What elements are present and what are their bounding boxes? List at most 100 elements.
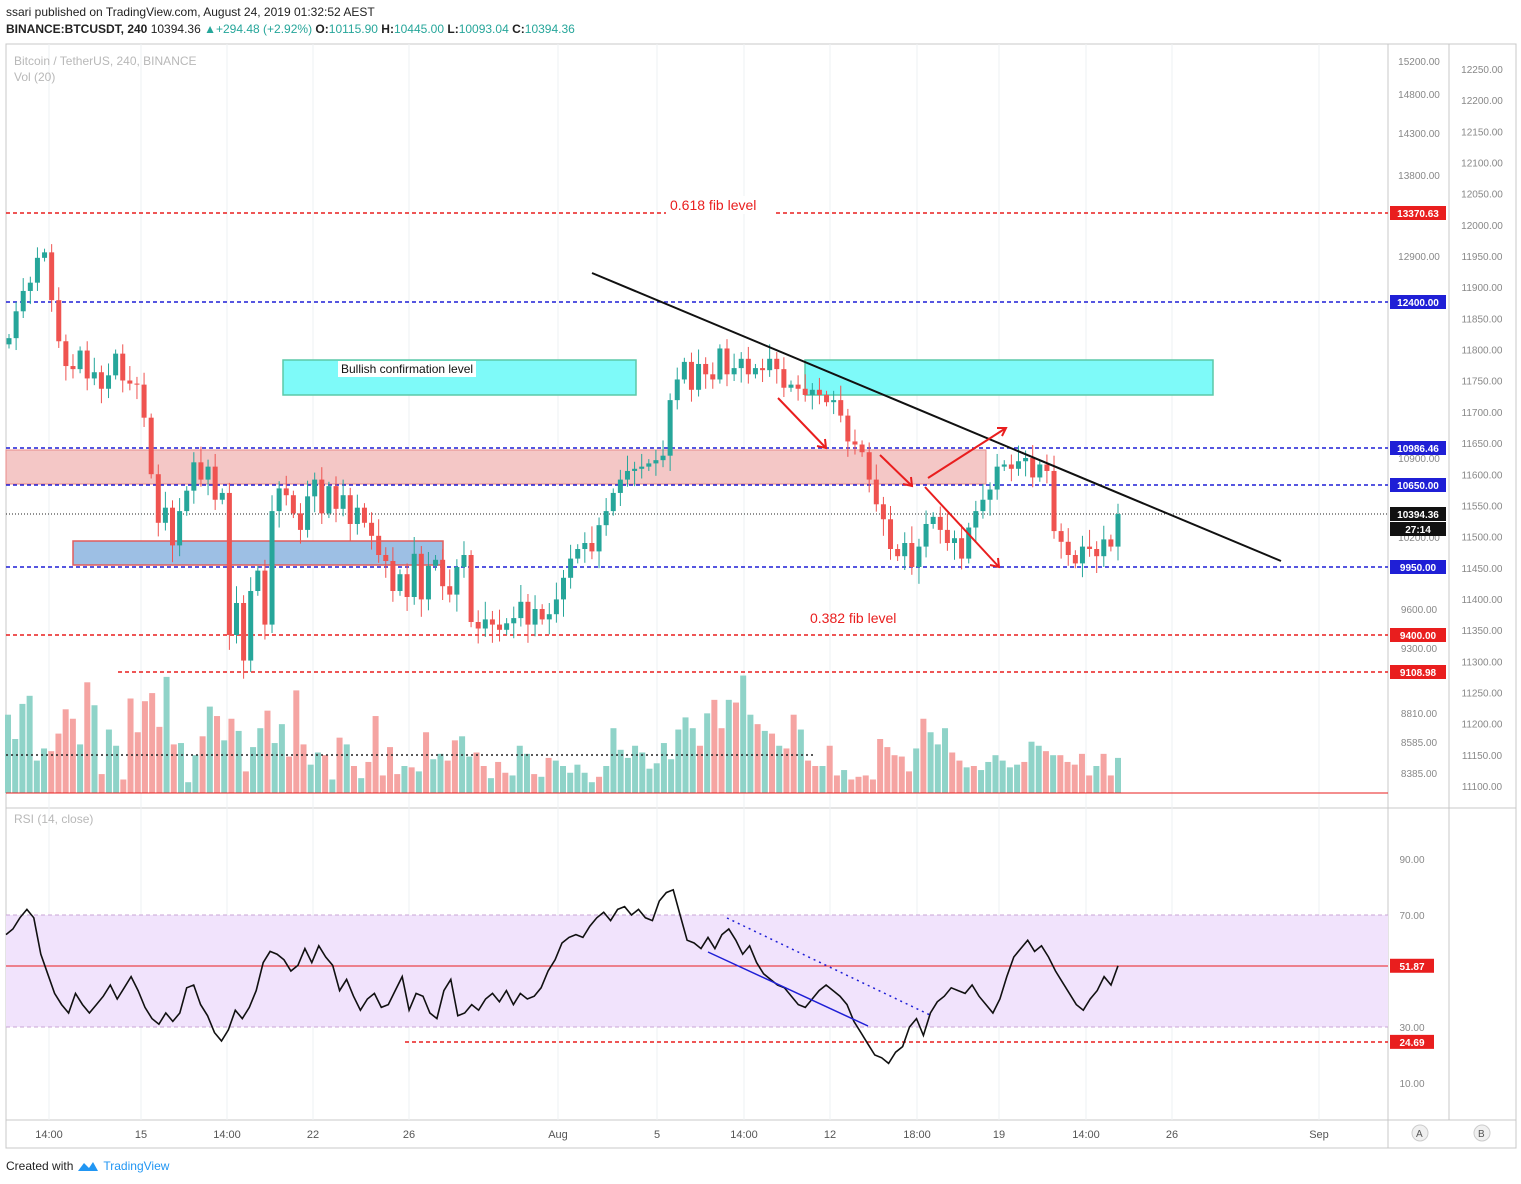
level-tag [1390, 206, 1446, 220]
candle-body [767, 358, 773, 371]
volume-bar [322, 755, 329, 793]
volume-bar [286, 756, 293, 793]
rsi-dotted-trend[interactable] [726, 917, 931, 1016]
blue-support-zone[interactable] [72, 540, 444, 566]
volume-bar [1021, 761, 1028, 793]
time-axis[interactable]: 14:00 15 14:00 22 26 Aug 5 14:00 12 18:00 19 14:00 2… [35, 1129, 1329, 1141]
rsi-axis[interactable]: 90.00 70.00 30.00 10.00 51.87 24.69 [1390, 855, 1434, 1090]
candle-body [269, 511, 275, 625]
volume-bar [415, 771, 422, 793]
volume-bar [934, 744, 941, 793]
volume-bar [250, 747, 257, 793]
candle-body [191, 462, 197, 491]
volume-bar [394, 774, 401, 793]
volume-bar [235, 730, 242, 793]
candle-body [354, 507, 360, 524]
volume-bar [790, 714, 797, 793]
candle-body [681, 361, 687, 380]
volume-bar [646, 768, 653, 793]
price-tick-label: 10900.00 [1398, 454, 1440, 465]
arrow-4-head [989, 557, 1001, 569]
time-tick-label: 12 [824, 1129, 836, 1141]
candle-body [390, 561, 396, 591]
candle-body [84, 350, 90, 379]
last-price: 10394.36 [150, 22, 201, 36]
volume-bar [920, 718, 927, 793]
arrow-3-head [997, 427, 1008, 437]
rsi-divergence-line[interactable] [707, 951, 869, 1027]
secondary-tick-label: 11500.00 [1462, 533, 1503, 544]
level-tag [1390, 665, 1446, 679]
secondary-price-axis[interactable]: 12250.00 12200.00 12150.00 12100.00 12050.00… [1461, 65, 1503, 793]
candle-body [42, 252, 48, 258]
volume-bar [1078, 753, 1085, 793]
candle-body [120, 353, 126, 381]
candle-body [873, 479, 879, 505]
last-price-tag [1390, 507, 1446, 521]
candle-body [987, 489, 993, 500]
volume-label: Vol (20) [14, 70, 55, 84]
time-tick-label: 14:00 [35, 1129, 63, 1141]
candle-body [155, 474, 161, 523]
resistance-zone-right[interactable] [804, 359, 1214, 396]
secondary-tick-label: 12200.00 [1461, 96, 1503, 107]
secondary-tick-label: 11800.00 [1462, 346, 1503, 357]
secondary-tick-label: 11850.00 [1462, 314, 1503, 325]
time-tick-label: 26 [403, 1129, 415, 1141]
horizontal-levels [6, 212, 1388, 673]
candle-body [369, 522, 375, 536]
candle-body [1051, 470, 1057, 532]
bullish-confirmation-label[interactable]: Bullish confirmation level [341, 362, 473, 376]
candle-body [909, 543, 915, 567]
volume-bar [156, 726, 163, 793]
candle-body [241, 603, 247, 661]
candle-body [667, 400, 673, 456]
auto-scale-button[interactable] [1411, 1124, 1429, 1142]
volume-bar [1042, 751, 1049, 793]
volume-bar [985, 761, 992, 793]
volume-bar [617, 749, 624, 793]
volume-bars [5, 675, 1121, 793]
tradingview-brand[interactable]: TradingView [103, 1159, 170, 1173]
fib-618-label[interactable]: 0.618 fib level [670, 197, 756, 213]
bullish-label-bg [338, 361, 476, 377]
candle-body [696, 363, 702, 390]
level-tag [1390, 560, 1446, 574]
price-tick-label: 12900.00 [1398, 252, 1440, 263]
volume-bar [812, 766, 819, 793]
secondary-tick-label: 11100.00 [1462, 782, 1503, 793]
volume-bar [660, 743, 667, 793]
candle-body [752, 368, 758, 375]
time-tick-label: 19 [993, 1129, 1005, 1141]
low-value: 10093.04 [458, 22, 509, 36]
fib-382-label[interactable]: 0.382 fib level [810, 610, 896, 626]
volume-bar [1071, 764, 1078, 793]
arrow-3 [927, 427, 1007, 479]
price-tick-label: 14800.00 [1398, 90, 1440, 101]
volume-bar [942, 728, 949, 793]
candle-body [802, 388, 808, 395]
descending-trendline[interactable] [591, 272, 1282, 562]
level-tag-label: 9108.98 [1400, 668, 1437, 679]
price-tick-label: 9600.00 [1401, 605, 1438, 616]
candle-body [688, 361, 694, 390]
volume-bar [134, 732, 141, 793]
candle-body [34, 257, 40, 283]
candle-body [511, 618, 517, 624]
volume-bar [177, 743, 184, 793]
scale-b-button[interactable] [1473, 1124, 1491, 1142]
candle-body [475, 622, 481, 629]
volume-bar [1086, 775, 1093, 793]
rsi-tick-label: 10.00 [1399, 1079, 1424, 1090]
volume-bar [242, 771, 249, 793]
candle-body [162, 507, 168, 523]
candle-body [148, 417, 154, 475]
volume-bar [141, 701, 148, 793]
price-axis[interactable]: 15200.00 14800.00 14300.00 13800.00 12900.00… [1398, 57, 1440, 780]
pink-zone[interactable] [5, 449, 987, 485]
volume-bar [531, 774, 538, 793]
candle-body [312, 479, 318, 497]
candle-body [859, 444, 865, 453]
volume-bar [884, 747, 891, 793]
